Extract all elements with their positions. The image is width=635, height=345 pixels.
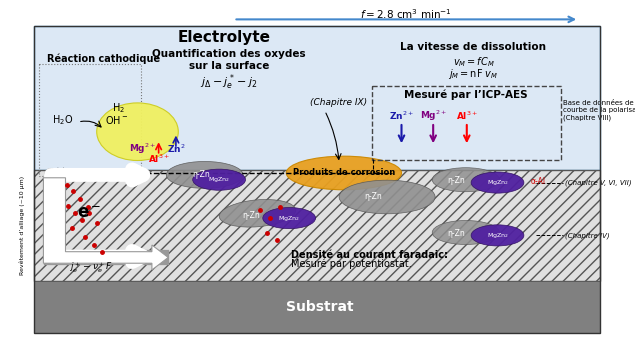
Text: η-Zn: η-Zn	[364, 193, 382, 201]
Text: Mesuré par potentiostat.: Mesuré par potentiostat.	[291, 259, 412, 269]
PathPatch shape	[43, 178, 168, 270]
Text: MgZn$_2$: MgZn$_2$	[486, 178, 509, 187]
Text: Al$^{3+}$: Al$^{3+}$	[456, 109, 478, 121]
Text: e$^-$: e$^-$	[77, 204, 102, 222]
Text: $v_M = fC_M$: $v_M = fC_M$	[453, 56, 495, 69]
Ellipse shape	[97, 103, 178, 160]
Text: $j_M = \mathrm{nF}\ v_M$: $j_M = \mathrm{nF}\ v_M$	[448, 67, 498, 81]
Text: Zn$^{2}$: Zn$^{2}$	[166, 143, 185, 155]
Text: η-Zn: η-Zn	[192, 170, 210, 179]
Text: MgZn$_2$: MgZn$_2$	[486, 231, 509, 240]
Bar	[34, 170, 600, 280]
Text: Base de données de
courbe de la polarisation
(Chapitre VIII): Base de données de courbe de la polarisa…	[563, 100, 635, 121]
Ellipse shape	[339, 180, 435, 214]
Text: (Chapitre IV): (Chapitre IV)	[565, 232, 610, 239]
Ellipse shape	[166, 161, 243, 188]
Ellipse shape	[432, 168, 499, 192]
Text: (Chapitre V, VI, VII): (Chapitre V, VI, VII)	[565, 179, 631, 186]
Ellipse shape	[219, 199, 296, 227]
Text: Electrolyte: Electrolyte	[177, 30, 271, 45]
Text: MgZn$_2$: MgZn$_2$	[278, 214, 300, 223]
Bar	[34, 26, 600, 170]
Text: Zn$^{2+}$: Zn$^{2+}$	[389, 109, 414, 121]
Text: H$_2$: H$_2$	[112, 101, 125, 115]
Text: $f = 2.8\ \mathrm{cm^3\ min^{-1}}$: $f = 2.8\ \mathrm{cm^3\ min^{-1}}$	[360, 8, 452, 21]
Text: OH$^-$: OH$^-$	[105, 114, 128, 126]
Ellipse shape	[192, 169, 246, 190]
Text: (Chapitre IX): (Chapitre IX)	[311, 98, 368, 107]
Text: Produits de corrosion: Produits de corrosion	[293, 168, 395, 177]
Text: η-Zn: η-Zn	[447, 176, 465, 185]
Text: La vitesse de dissolution: La vitesse de dissolution	[401, 42, 547, 52]
Text: Mg$^{2+}$: Mg$^{2+}$	[420, 108, 447, 122]
Bar	[34, 280, 600, 333]
Text: H$_2$O: H$_2$O	[52, 113, 73, 127]
Text: Mg$^{2+}$: Mg$^{2+}$	[129, 142, 156, 156]
Text: Réaction cathodique: Réaction cathodique	[47, 53, 161, 64]
Text: η-Zn: η-Zn	[242, 211, 260, 220]
Text: η-Zn: η-Zn	[447, 229, 465, 238]
Text: $j_{\Delta} - j_e^* - j_2$: $j_{\Delta} - j_e^* - j_2$	[200, 72, 258, 91]
Ellipse shape	[432, 220, 499, 245]
Ellipse shape	[471, 172, 524, 193]
Ellipse shape	[263, 208, 316, 229]
Text: Substrat: Substrat	[286, 300, 354, 314]
Text: Mesuré par l’ICP-AES: Mesuré par l’ICP-AES	[404, 90, 528, 100]
Text: $j_e^+ - \nu_e^+F$: $j_e^+ - \nu_e^+F$	[69, 261, 114, 275]
Text: MgZn$_2$: MgZn$_2$	[208, 175, 230, 184]
Text: Quantification des oxydes
sur la surface: Quantification des oxydes sur la surface	[152, 49, 305, 70]
Text: Densité au courant faradaic:: Densité au courant faradaic:	[291, 249, 448, 259]
Text: Revêtement d’alliage (~10 μm): Revêtement d’alliage (~10 μm)	[20, 176, 25, 275]
Text: α-Al: α-Al	[531, 177, 546, 186]
Ellipse shape	[471, 225, 524, 246]
Ellipse shape	[286, 156, 401, 190]
Text: Al$^{3+}$: Al$^{3+}$	[147, 152, 170, 165]
